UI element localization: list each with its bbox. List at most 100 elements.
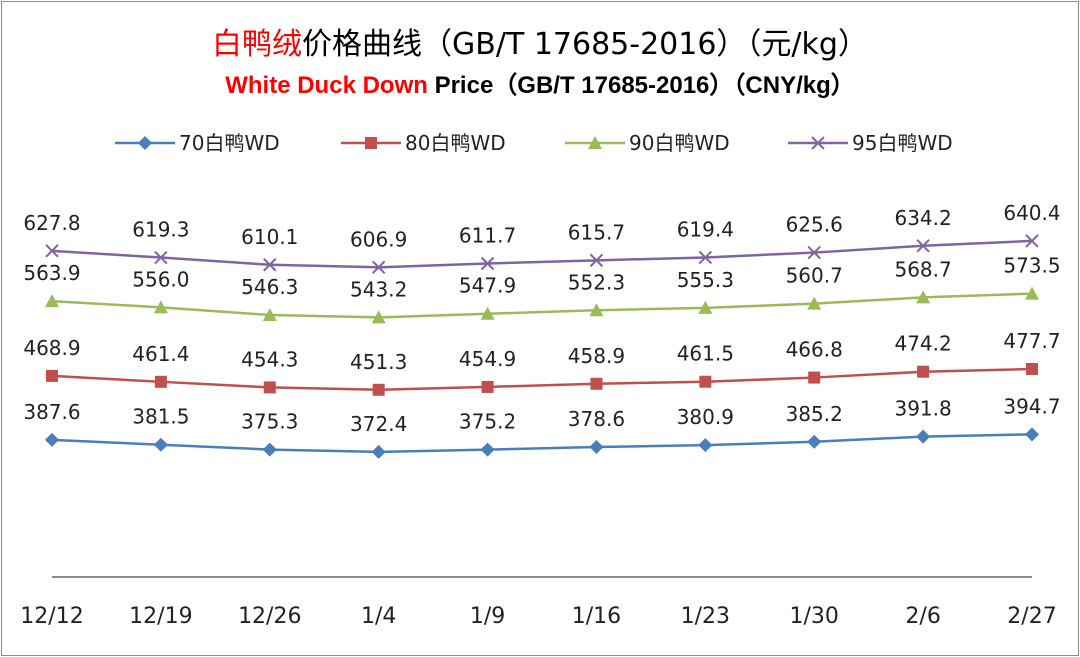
- data-label: 461.4: [132, 342, 189, 366]
- legend-label: 80白鸭WD: [405, 131, 506, 155]
- data-label: 619.4: [677, 217, 734, 241]
- x-tick-label: 1/9: [470, 604, 505, 629]
- data-point: [916, 429, 931, 444]
- chart-title-highlight: 白鸭绒: [212, 27, 302, 62]
- data-label: 568.7: [894, 257, 951, 281]
- data-label: 466.8: [786, 338, 843, 362]
- chart-subtitle: White Duck Down Price（GB/T 17685-2016）（C…: [225, 72, 855, 99]
- data-point: [480, 256, 495, 271]
- plot-area: 387.6 381.5 375.3 372.4 375.2 378.6 380.9 385.2…: [23, 201, 1061, 459]
- legend-item: 80白鸭WD: [341, 131, 506, 155]
- data-label: 451.3: [350, 350, 407, 374]
- x-tick-label: 2/6: [905, 604, 940, 629]
- data-point: [372, 383, 385, 396]
- data-label: 372.4: [350, 412, 407, 436]
- data-point: [371, 260, 386, 274]
- data-label: 556.0: [132, 267, 189, 291]
- data-point: [1025, 286, 1039, 300]
- data-label: 454.9: [459, 347, 516, 371]
- data-point: [589, 303, 604, 317]
- data-point: [1025, 234, 1039, 248]
- data-label: 375.3: [241, 410, 298, 434]
- data-point: [154, 250, 168, 265]
- data-point: [371, 310, 386, 324]
- data-point: [698, 300, 713, 314]
- data-label: 615.7: [568, 220, 625, 244]
- data-label: 458.9: [568, 344, 625, 368]
- data-point: [590, 377, 603, 390]
- legend-marker: [138, 136, 152, 150]
- data-point: [480, 306, 495, 320]
- data-point: [589, 253, 604, 268]
- data-point: [262, 307, 277, 321]
- legend-marker: [365, 137, 377, 149]
- data-label: 474.2: [894, 332, 951, 356]
- legend-item: 95白鸭WD: [788, 131, 953, 155]
- data-point: [45, 432, 59, 447]
- data-point: [263, 258, 277, 272]
- data-point: [1026, 362, 1038, 375]
- data-label: 468.9: [23, 336, 80, 360]
- x-tick-label: 1/16: [572, 604, 621, 629]
- series: 627.8 619.3 610.1 606.9 611.7 615.7 619.4 625.6…: [23, 201, 1061, 274]
- data-label: 606.9: [350, 227, 407, 251]
- chart-title: 白鸭绒价格曲线（GB/T 17685-2016）（元/kg）: [212, 27, 868, 62]
- data-label: 634.2: [894, 206, 951, 230]
- data-label: 547.9: [459, 274, 516, 298]
- x-tick-label: 1/23: [681, 604, 730, 629]
- data-point: [480, 442, 495, 457]
- data-label: 461.5: [677, 342, 734, 366]
- data-label: 611.7: [459, 224, 516, 248]
- legend-label: 70白鸭WD: [179, 131, 280, 155]
- series: 387.6 381.5 375.3 372.4 375.2 378.6 380.9 385.2…: [23, 394, 1061, 459]
- data-point: [698, 438, 713, 453]
- legend-marker: [811, 136, 825, 150]
- data-point: [153, 300, 168, 314]
- data-point: [699, 375, 712, 388]
- chart-title-rest: 价格曲线（GB/T 17685-2016）（元/kg）: [302, 27, 868, 62]
- x-tick-label: 12/19: [129, 604, 192, 629]
- data-point: [262, 442, 277, 457]
- data-point: [916, 239, 930, 253]
- data-point: [698, 250, 713, 265]
- data-point: [153, 437, 168, 452]
- series: 468.9 461.4 454.3 451.3 454.9 458.9 461.5 466.8…: [23, 329, 1061, 396]
- data-label: 385.2: [786, 402, 843, 426]
- series-line: [51, 367, 1033, 392]
- data-label: 573.5: [1003, 254, 1060, 278]
- data-label: 375.2: [459, 410, 516, 434]
- data-label: 380.9: [677, 405, 734, 429]
- legend-label: 90白鸭WD: [629, 131, 730, 155]
- x-tick-label: 2/27: [1007, 604, 1056, 629]
- data-point: [807, 296, 822, 310]
- series-line: [51, 433, 1033, 454]
- data-label: 454.3: [241, 347, 298, 371]
- legend-item: 70白鸭WD: [115, 131, 280, 155]
- data-label: 381.5: [132, 405, 189, 429]
- legend-item: 90白鸭WD: [565, 131, 730, 155]
- data-point: [45, 294, 59, 308]
- data-point: [807, 245, 821, 260]
- data-label: 640.4: [1003, 201, 1060, 225]
- data-point: [807, 434, 822, 449]
- data-label: 543.2: [350, 277, 407, 301]
- chart-subtitle-highlight: White Duck Down: [225, 72, 428, 99]
- chart-subtitle-rest: Price（GB/T 17685-2016）（CNY/kg）: [428, 72, 855, 99]
- data-point: [808, 371, 821, 384]
- data-label: 625.6: [786, 213, 843, 237]
- x-tick-label: 12/26: [238, 604, 301, 629]
- data-point: [45, 244, 59, 258]
- data-label: 387.6: [23, 400, 80, 424]
- data-point: [46, 369, 58, 382]
- series-line: [51, 292, 1033, 319]
- legend-label: 95白鸭WD: [852, 131, 953, 155]
- data-label: 394.7: [1003, 394, 1060, 418]
- series-line: [51, 239, 1033, 269]
- legend-marker: [588, 136, 602, 149]
- data-label: 552.3: [568, 270, 625, 294]
- data-label: 378.6: [568, 407, 625, 431]
- data-label: 546.3: [241, 275, 298, 299]
- series: 563.9 556.0 546.3 543.2 547.9 552.3 555.3 560.7…: [23, 254, 1061, 324]
